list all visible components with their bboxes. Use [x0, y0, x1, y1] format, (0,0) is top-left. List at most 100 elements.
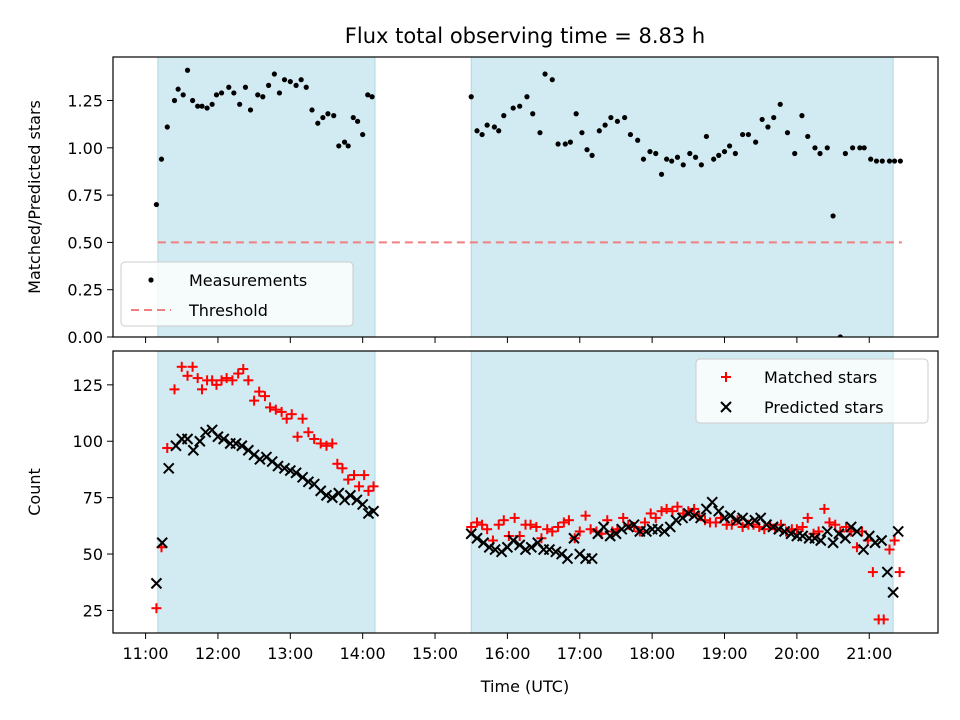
- measurement-point: [369, 94, 375, 100]
- measurement-point: [584, 147, 590, 153]
- predicted-star-point: [821, 525, 833, 538]
- measurement-point: [218, 90, 225, 96]
- matched-star-point: [819, 503, 830, 514]
- measurement-point: [627, 131, 634, 138]
- measurement-point: [195, 103, 201, 109]
- predicted-star-point: [181, 433, 194, 445]
- matched-star-point: [542, 524, 553, 535]
- measurement-point: [537, 130, 543, 136]
- predicted-star-point: [290, 467, 302, 479]
- measurement-point: [237, 101, 243, 107]
- predicted-star-point: [869, 537, 881, 549]
- chart-title: Flux total observing time = 8.83 h: [345, 24, 705, 48]
- predicted-star-point: [236, 440, 248, 452]
- x-tick-label: 15:00: [412, 644, 458, 663]
- legend-label: Predicted stars: [764, 398, 884, 417]
- measurement-point: [614, 118, 621, 124]
- measurement-point: [479, 131, 485, 138]
- matched-star-point: [574, 526, 585, 537]
- measurement-point: [698, 162, 704, 168]
- measurement-point: [260, 94, 266, 100]
- measurement-point: [309, 107, 315, 113]
- matched-star-point: [889, 535, 900, 546]
- matched-star-point: [297, 413, 308, 424]
- measurement-point: [745, 131, 751, 138]
- measurement-point: [271, 71, 277, 77]
- predicted-star-point: [670, 514, 682, 526]
- matched-star-point: [466, 521, 477, 532]
- measurement-point: [190, 97, 196, 104]
- matched-star-point: [332, 458, 343, 469]
- matched-star-point: [151, 603, 162, 614]
- predicted-star-point: [892, 525, 904, 538]
- x-tick-label: 20:00: [774, 644, 820, 663]
- measurement-point: [468, 94, 474, 100]
- measurement-point: [812, 145, 818, 151]
- measurement-point: [579, 130, 585, 136]
- measurement-point: [199, 103, 205, 109]
- measurement-point: [226, 84, 232, 90]
- matched-star-point: [265, 402, 276, 413]
- measurement-point: [255, 92, 261, 98]
- measurement-point: [837, 334, 843, 337]
- measurement-point: [350, 114, 356, 121]
- ratio-panel: 0.00 0.25 0.50 0.75 1.00 1.25 Matched/Predicte…: [25, 56, 939, 347]
- matched-star-point: [645, 508, 656, 519]
- predicted-star-point: [760, 519, 773, 531]
- predicted-star-point: [367, 505, 380, 517]
- y-tick-label: 100: [72, 432, 103, 451]
- legend-label: Matched stars: [764, 368, 877, 387]
- predicted-star-point: [356, 498, 369, 511]
- x-tick-label: 11:00: [123, 644, 169, 663]
- measurement-point: [242, 84, 249, 90]
- measurement-point: [771, 114, 777, 121]
- y-tick-label: 125: [72, 376, 103, 395]
- measurement-point: [716, 152, 722, 158]
- predicted-star-point: [150, 577, 163, 590]
- measurement-point: [740, 131, 746, 138]
- predicted-star-point: [272, 460, 284, 472]
- axes-frame: [112, 350, 939, 634]
- matched-star-point: [197, 384, 208, 395]
- measurement-point: [589, 152, 595, 158]
- measurement-point: [542, 71, 548, 77]
- predicted-star-point: [778, 525, 791, 538]
- matched-star-point: [802, 512, 813, 523]
- measurement-point: [640, 156, 647, 162]
- measurement-point: [360, 131, 366, 138]
- predicted-star-point: [525, 541, 537, 553]
- predicted-star-point: [194, 435, 206, 447]
- matched-star-point: [884, 544, 895, 555]
- matched-star-point: [493, 519, 504, 530]
- axes-frame: [112, 56, 939, 338]
- y-tick-label: 0.00: [67, 328, 103, 347]
- y-tick-label: 0.25: [67, 281, 103, 300]
- predicted-star-point: [163, 462, 175, 475]
- observing-window-1: [157, 350, 376, 634]
- predicted-star-point: [254, 453, 266, 465]
- series-measurements: [153, 67, 903, 337]
- measurement-point: [491, 124, 497, 130]
- predicted-star-point: [568, 532, 580, 544]
- y-tick-label: 25: [83, 601, 103, 620]
- matched-star-point: [824, 517, 835, 528]
- measurement-point: [687, 150, 693, 157]
- matched-star-point: [841, 521, 852, 532]
- matched-star-point: [221, 373, 232, 384]
- predicted-star-point: [724, 509, 737, 522]
- matched-star-point: [281, 413, 292, 424]
- matched-star-point: [482, 524, 493, 535]
- matched-star-point: [547, 526, 558, 537]
- measurement-point: [824, 145, 830, 151]
- predicted-star-point: [187, 444, 200, 456]
- measurement-point: [213, 92, 220, 98]
- matched-star-point: [343, 474, 354, 485]
- y-tick-label: 1.25: [67, 92, 103, 111]
- matched-star-point: [531, 521, 542, 532]
- predicted-star-point: [815, 534, 827, 547]
- measurement-point: [164, 124, 170, 130]
- legend: Measurements Threshold: [120, 261, 354, 327]
- measurement-point: [331, 113, 337, 119]
- legend-label: Threshold: [188, 301, 268, 320]
